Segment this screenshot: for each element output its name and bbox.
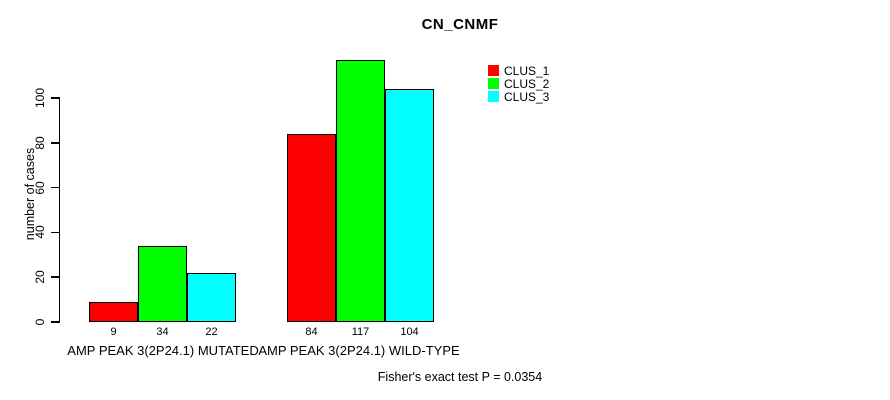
- bar-value-label: 22: [205, 326, 218, 338]
- legend-row-clus1: CLUS_1: [488, 63, 550, 78]
- y-tick-label: 20: [33, 270, 47, 284]
- y-tick-mark: [51, 231, 59, 234]
- y-tick-label: 60: [33, 180, 47, 195]
- bar-clus_1-group1: [89, 301, 138, 322]
- legend: CLUS_1 CLUS_2 CLUS_3: [488, 63, 550, 104]
- legend-row-clus2: CLUS_2: [488, 76, 550, 91]
- bar-clus_3-group2: [385, 89, 434, 322]
- legend-row-clus3: CLUS_3: [488, 89, 550, 104]
- legend-label-clus1: CLUS_1: [504, 63, 550, 78]
- legend-label-clus2: CLUS_2: [504, 76, 550, 91]
- y-tick-label: 40: [33, 225, 47, 240]
- bar-value-label: 9: [110, 326, 117, 338]
- legend-label-clus3: CLUS_3: [504, 89, 550, 104]
- y-tick-label: 100: [33, 87, 47, 109]
- bar-value-label: 34: [156, 326, 169, 338]
- bar-clus_1-group2: [287, 133, 336, 322]
- bar-clus_2-group2: [336, 59, 385, 322]
- y-tick-label: 80: [33, 136, 47, 150]
- legend-swatch-clus3: [488, 91, 499, 102]
- y-axis-line: [58, 97, 60, 323]
- bar-value-label: 104: [400, 326, 419, 338]
- fisher-test-annotation: Fisher's exact test P = 0.0354: [377, 370, 543, 384]
- y-tick-mark: [51, 321, 59, 323]
- y-tick-mark: [51, 276, 59, 278]
- y-tick-mark: [51, 97, 59, 99]
- legend-swatch-clus2: [488, 78, 499, 89]
- bar-clus_3-group1: [187, 272, 236, 322]
- category-label-wildtype: AMP PEAK 3(2P24.1) WILD-TYPE: [258, 343, 460, 358]
- y-tick-mark: [51, 186, 59, 189]
- chart-title: CN_CNMF: [421, 16, 499, 33]
- category-label-mutated: AMP PEAK 3(2P24.1) MUTATED: [67, 343, 259, 358]
- y-tick-mark: [51, 142, 59, 144]
- bar-value-label: 117: [351, 326, 370, 338]
- bar-value-label: 84: [305, 326, 318, 338]
- y-tick-label: 0: [33, 318, 47, 326]
- legend-swatch-clus1: [488, 65, 499, 76]
- bar-clus_2-group1: [138, 245, 187, 322]
